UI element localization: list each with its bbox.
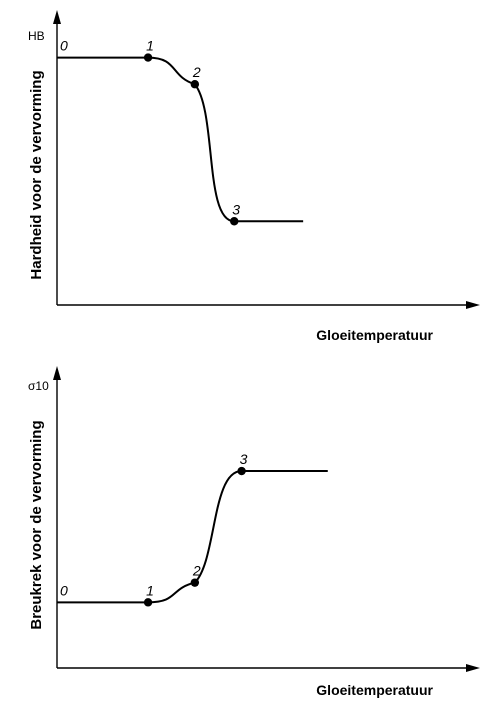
points-bottom: 0 1 2 3	[60, 451, 248, 607]
chart-bottom: σ10 Breukrek voor de vervorming Gloeitem…	[28, 366, 480, 698]
point-label-0-top: 0	[60, 38, 68, 54]
y-axis-label-bottom: Breukrek voor de vervorming	[28, 420, 45, 629]
unit-label-bottom: σ10	[28, 379, 49, 393]
point-3-top	[230, 217, 239, 226]
point-label-1-top: 1	[146, 38, 154, 54]
point-2-bottom	[190, 578, 200, 587]
y-axis-arrow-bottom	[53, 366, 61, 380]
series-line-top	[57, 56, 304, 223]
point-label-3-top: 3	[232, 201, 240, 217]
point-3-bottom	[237, 466, 246, 476]
x-axis-arrow-top	[466, 301, 480, 309]
point-label-3-bottom: 3	[240, 451, 248, 467]
x-axis-label-bottom: Gloeitemperatuur	[316, 682, 433, 698]
chart-top: HB Hardheid voor de vervorming Gloeitemp…	[28, 10, 480, 343]
y-axis-label-top: Hardheid voor de vervorming	[28, 70, 45, 279]
series-line-bottom	[57, 470, 328, 604]
point-1-bottom	[143, 598, 153, 607]
point-label-1-bottom: 1	[146, 582, 154, 598]
point-2-top	[190, 80, 200, 89]
x-axis-label-top: Gloeitemperatuur	[316, 327, 433, 343]
point-label-0-bottom: 0	[60, 582, 68, 598]
point-label-2-top: 2	[192, 64, 201, 80]
point-label-2-bottom: 2	[192, 563, 201, 579]
y-axis-arrow-top	[53, 10, 61, 24]
unit-label-top: HB	[28, 29, 45, 43]
x-axis-arrow-bottom	[466, 664, 480, 672]
point-1-top	[143, 53, 153, 62]
points-top: 0 1 2 3	[60, 38, 240, 226]
